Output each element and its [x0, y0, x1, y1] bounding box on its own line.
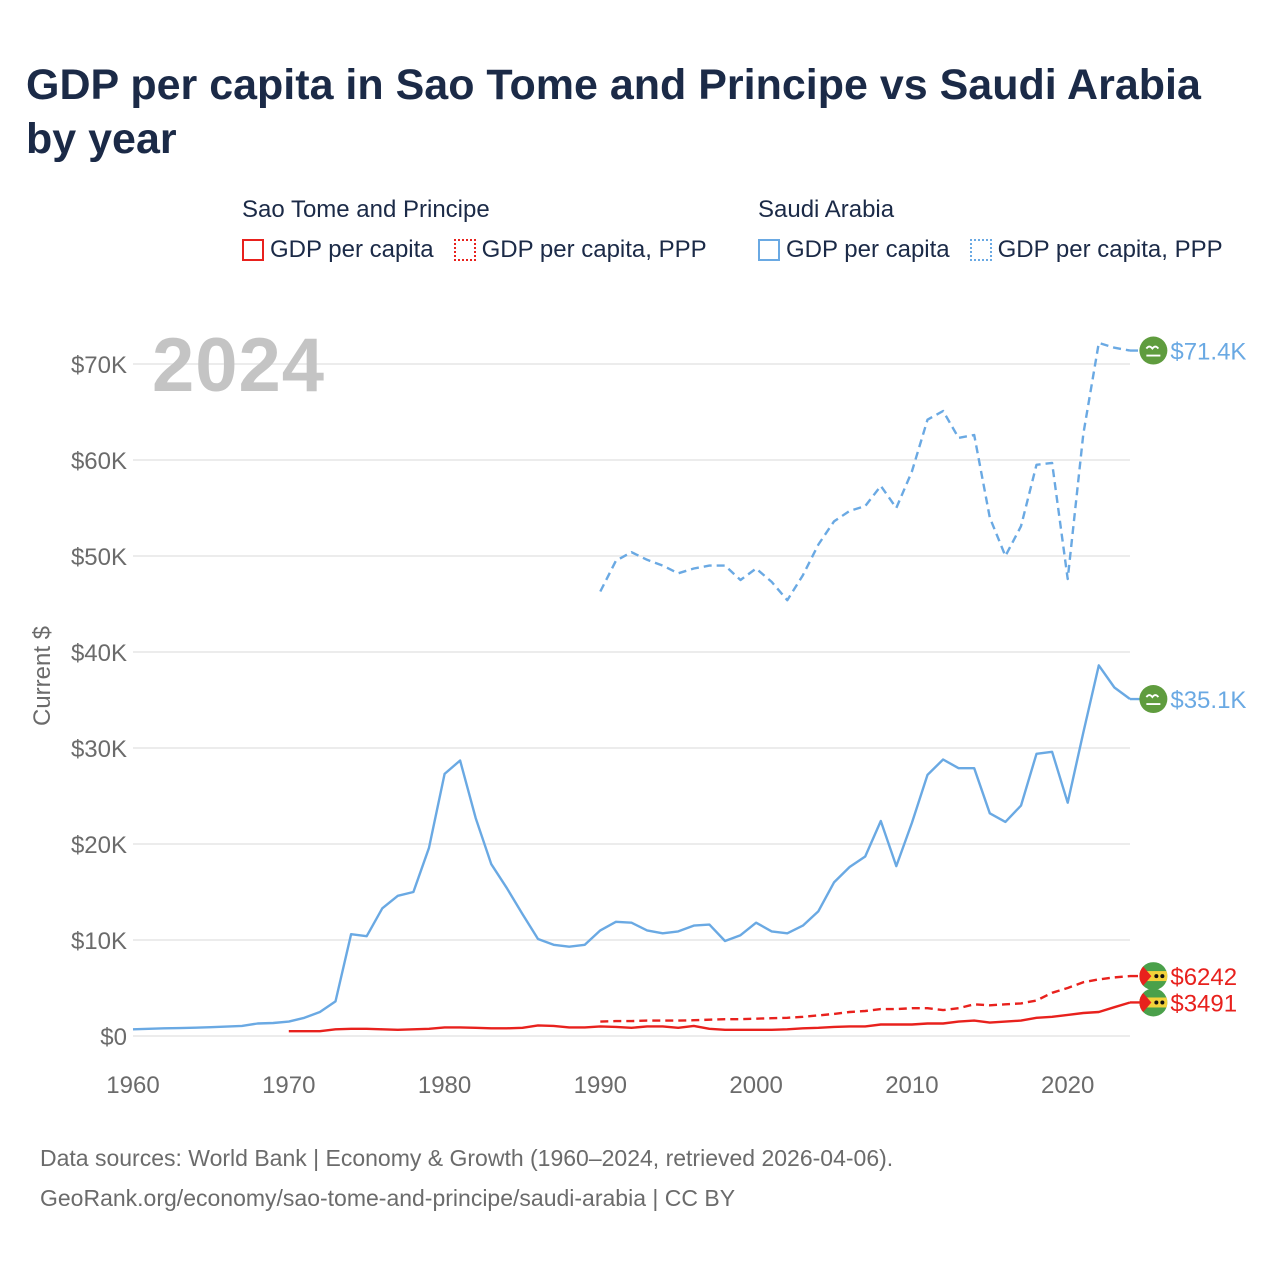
series-layer	[132, 341, 1154, 1033]
x-tick-label: 2020	[1041, 1072, 1094, 1099]
footer: Data sources: World Bank | Economy & Gro…	[40, 1138, 893, 1218]
grid-layer	[133, 363, 1130, 1037]
y-tick-label: $10K	[71, 928, 127, 955]
flag-emblem	[1145, 345, 1161, 357]
legend-label: GDP per capita	[786, 236, 950, 263]
flag-red	[1139, 962, 1152, 991]
flag-body	[1139, 962, 1168, 991]
legend-item-sau-ppp[interactable]: GDP per capita, PPP	[969, 236, 1223, 264]
chart-title: GDP per capita in Sao Tome and Principe …	[26, 61, 1201, 163]
x-tick-label: 1960	[106, 1072, 159, 1099]
sao-tome-flag-icon	[1139, 988, 1168, 1017]
data-sources-text: Data sources: World Bank | Economy & Gro…	[40, 1145, 894, 1171]
y-axis-label: Current $	[29, 626, 56, 726]
end-marker-layer: $35.1K $71.4K $3491$6242	[1139, 336, 1246, 1017]
y-tick-label: $0	[100, 1024, 127, 1051]
series-line-stp-gdp	[288, 1001, 1131, 1033]
y-tick-label: $20K	[71, 832, 127, 859]
legend-swatch-dotted	[453, 239, 476, 261]
flag-yellow	[1139, 971, 1168, 982]
y-tick-label: $30K	[71, 736, 127, 763]
flag-star	[1160, 974, 1165, 979]
legend-item-sau-gdp[interactable]: GDP per capita	[758, 236, 950, 264]
legend-group-stp: Sao Tome and Principe GDP per capita GDP…	[242, 196, 707, 264]
legend-swatch-solid	[242, 239, 264, 261]
end-value-label: $3491	[1170, 990, 1237, 1017]
end-value-label: $71.4K	[1170, 339, 1246, 366]
legend-label: GDP per capita, PPP	[997, 236, 1223, 263]
x-tick-label: 2010	[885, 1072, 938, 1099]
source-link[interactable]: GeoRank.org/economy/sao-tome-and-princip…	[40, 1185, 736, 1211]
end-value-label: $6242	[1170, 964, 1237, 991]
y-tick-label: $50K	[71, 544, 127, 571]
x-tick-label: 1980	[418, 1072, 471, 1099]
saudi-flag-icon	[1139, 685, 1168, 714]
year-label: 2024	[152, 323, 326, 408]
legend-group-sau: Saudi Arabia GDP per capita GDP per capi…	[758, 196, 1223, 264]
flag-disc	[1139, 685, 1168, 714]
legend-swatch-solid	[758, 239, 780, 261]
flag-body	[1139, 988, 1168, 1017]
legend-country-stp: Sao Tome and Principe	[242, 196, 490, 223]
x-tick-label: 1990	[574, 1072, 627, 1099]
flag-star	[1154, 974, 1159, 979]
flag-star	[1160, 1000, 1165, 1005]
flag-red	[1139, 988, 1152, 1017]
x-tick-label: 1970	[262, 1072, 315, 1099]
y-tick-label: $40K	[71, 640, 127, 667]
series-line-sau-gdp	[132, 664, 1131, 1031]
legend-swatch-dotted	[969, 239, 992, 261]
legend-label: GDP per capita	[270, 236, 434, 263]
series-line-stp-ppp	[600, 974, 1131, 1023]
y-tick-label: $60K	[71, 448, 127, 475]
axis-layer: $0 $10K $20K $30K $40K $50K $60K $70K 1960 1970 19…	[71, 352, 1094, 1099]
flag-emblem	[1145, 694, 1161, 705]
y-tick-label: $70K	[71, 352, 127, 379]
x-tick-label: 2000	[729, 1072, 782, 1099]
end-value-label: $35.1K	[1170, 687, 1246, 714]
legend-item-stp-gdp[interactable]: GDP per capita	[242, 236, 434, 264]
legend-country-sau: Saudi Arabia	[758, 196, 895, 223]
flag-disc	[1139, 336, 1168, 365]
legend-item-stp-ppp[interactable]: GDP per capita, PPP	[453, 236, 707, 264]
legend-label: GDP per capita, PPP	[481, 236, 707, 263]
flag-yellow	[1139, 997, 1168, 1008]
saudi-flag-icon	[1139, 336, 1168, 365]
series-line-sau-ppp	[599, 341, 1131, 602]
flag-star	[1154, 1000, 1159, 1005]
sao-tome-flag-icon	[1139, 962, 1168, 991]
